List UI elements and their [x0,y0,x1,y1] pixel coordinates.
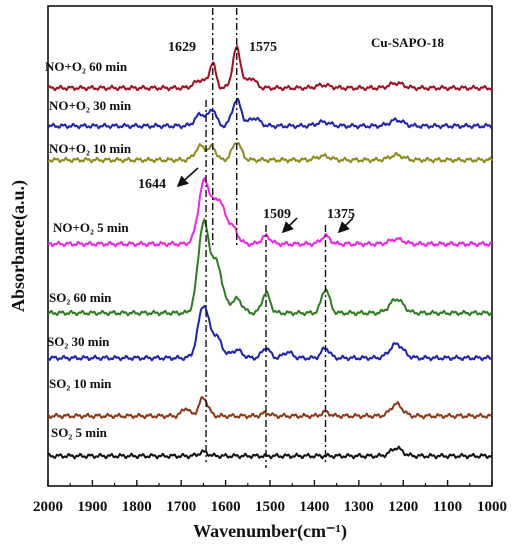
series-line-6 [47,396,493,420]
peak-label-1644: 1644 [138,177,166,192]
series-label-5: SO₂ 30 min [47,334,110,349]
series-label-7: SO₂ 5 min [51,425,108,440]
x-tick-label-1300: 1300 [344,499,374,515]
series-layer: NO+O₂ 60 min NO+O₂ 30 min NO+O₂ 10 min NO+O… [45,44,493,460]
x-tick-label-1600: 1600 [211,499,241,515]
series-line-4 [47,217,493,317]
series-line-0 [47,44,493,92]
series-label-2: NO+O₂ 10 min [49,141,132,156]
peak-label-1375: 1375 [327,207,355,222]
x-tick-label-1900: 1900 [77,499,107,515]
series-line-5 [47,304,493,362]
catalyst-label: Cu-SAPO-18 [371,35,444,50]
y-axis-title: Absorbance(a.u.) [8,180,29,312]
peak-marker-layer: 1629 1575 1644 1509 1375 [138,8,355,468]
series-label-4: SO₂ 60 min [49,290,112,305]
series-line-1 [47,97,493,130]
series-label-1: NO+O₂ 30 min [49,98,132,113]
series-label-3: NO+O₂ 5 min [53,220,129,235]
series-line-2 [47,142,493,164]
x-tick-label-2000: 2000 [33,499,63,515]
x-tick-label-1500: 1500 [255,499,285,515]
series-label-6: SO₂ 10 min [49,376,112,391]
x-tick-label-1100: 1100 [433,499,462,515]
peak-label-1629: 1629 [168,40,196,55]
x-tick-label-1400: 1400 [299,499,329,515]
peak-arrow-1 [281,217,298,234]
series-label-0: NO+O₂ 60 min [45,59,128,74]
x-tick-label-1200: 1200 [388,499,418,515]
x-tick-label-1700: 1700 [166,499,196,515]
peak-label-1509: 1509 [263,207,291,222]
series-line-7 [47,445,493,460]
x-tick-label-1000: 1000 [477,499,507,515]
peak-arrow-0 [176,167,199,188]
peak-arrow-2 [337,217,354,234]
x-axis-title: Wavenumber(cm⁻¹) [193,521,347,542]
x-tick-label-1800: 1800 [122,499,152,515]
x-axis: 2000 1900 1800 1700 1600 1500 1400 1300 1200 1100… [33,480,507,515]
peak-label-1575: 1575 [249,40,277,55]
series-line-3 [47,176,493,248]
